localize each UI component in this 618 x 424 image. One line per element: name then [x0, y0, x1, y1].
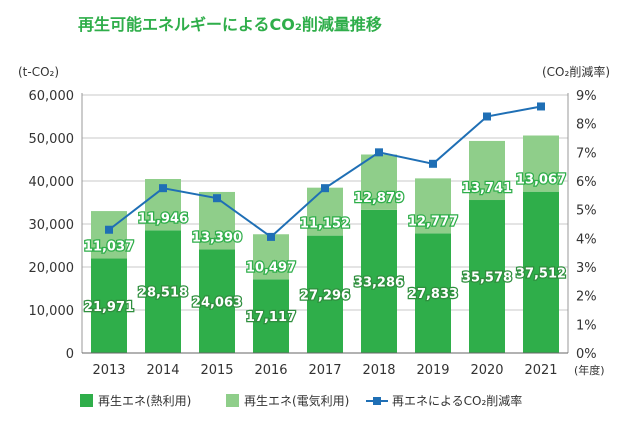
bar-electric	[523, 135, 559, 192]
bar-heat	[91, 258, 127, 353]
reduction-rate-point	[267, 232, 275, 241]
legend-swatch	[226, 394, 239, 407]
right-tick-label: 8%	[576, 118, 597, 133]
legend-label: 再生エネ(電気利用)	[244, 393, 349, 408]
left-tick-label: 0	[66, 347, 74, 362]
right-tick-label: 5%	[576, 204, 597, 219]
x-tick-label: 2014	[146, 363, 179, 378]
bar-electric	[253, 234, 289, 280]
reduction-rate-point	[537, 102, 545, 111]
left-tick-label: 60,000	[29, 89, 75, 104]
legend-label: 再生エネ(熱利用)	[98, 394, 191, 408]
x-tick-label: 2019	[416, 363, 449, 378]
bar-value-label: 11,946	[138, 211, 188, 226]
left-tick-label: 50,000	[29, 132, 75, 147]
x-axis-unit: (年度)	[574, 363, 605, 377]
bar-value-label: 13,390	[192, 231, 242, 246]
bar-value-label: 11,037	[84, 240, 134, 255]
left-tick-label: 20,000	[29, 261, 75, 276]
bar-value-label: 10,497	[246, 260, 296, 275]
reduction-rate-point	[375, 148, 383, 157]
x-tick-label: 2020	[470, 363, 503, 378]
x-tick-label: 2015	[200, 363, 233, 378]
reduction-rate-point	[213, 194, 221, 203]
left-tick-label: 40,000	[29, 175, 75, 190]
bar-value-label: 28,518	[138, 286, 188, 301]
chart-title: 再生可能エネルギーによるCO₂削減量推移	[78, 15, 382, 34]
right-tick-label: 4%	[576, 232, 597, 247]
bar-electric	[361, 154, 397, 210]
reduction-rate-point	[483, 112, 491, 121]
bar-heat	[469, 200, 505, 353]
bar-value-label: 13,741	[462, 181, 512, 196]
right-tick-label: 2%	[576, 290, 597, 305]
x-tick-label: 2021	[524, 363, 557, 378]
right-tick-label: 1%	[576, 318, 597, 333]
bar-value-label: 35,578	[462, 271, 512, 286]
reduction-rate-point	[321, 184, 329, 193]
axes-layer: 0 10,000 20,000 30,000 40,000 50,000 60,000 0% 1…	[29, 89, 597, 378]
legend-label: 再エネによるCO₂削減率	[392, 393, 522, 408]
bar-value-label: 24,063	[192, 295, 242, 310]
bar-heat	[361, 209, 397, 353]
bar-heat	[145, 230, 181, 353]
reduction-rate-point	[105, 225, 113, 234]
legend: 再生エネ(熱利用) 再生エネ(電気利用) 再エネによるCO₂削減率	[80, 393, 522, 408]
x-tick-label: 2017	[308, 363, 341, 378]
bars-layer	[91, 135, 559, 353]
left-tick-label: 30,000	[29, 218, 75, 233]
bar-value-label: 11,152	[300, 217, 350, 232]
bar-value-label: 12,777	[408, 214, 458, 229]
reduction-rate-point	[429, 159, 437, 168]
right-tick-label: 6%	[576, 175, 597, 190]
left-tick-label: 10,000	[29, 304, 75, 319]
right-tick-label: 3%	[576, 261, 597, 276]
bar-electric	[91, 211, 127, 259]
bar-electric	[469, 140, 505, 201]
bar-heat	[199, 249, 235, 353]
bar-value-label: 27,833	[408, 287, 458, 302]
bar-value-label: 13,067	[516, 173, 566, 188]
x-tick-label: 2013	[92, 363, 125, 378]
reduction-rate-point	[159, 184, 167, 193]
bar-electric	[307, 187, 343, 236]
x-tick-label: 2016	[254, 363, 287, 378]
bar-value-label: 12,879	[354, 191, 404, 206]
bar-value-label: 33,286	[354, 275, 404, 290]
bar-heat	[523, 191, 559, 353]
labels-layer: 21,971 11,037 28,518 11,946 24,063 13,390 17,1…	[83, 171, 568, 326]
right-tick-label: 7%	[576, 146, 597, 161]
bar-value-label: 17,117	[246, 310, 296, 325]
right-tick-label: 0%	[576, 347, 597, 362]
bar-value-label: 21,971	[84, 300, 134, 315]
bar-value-label: 27,296	[300, 288, 350, 303]
x-tick-label: 2018	[362, 363, 395, 378]
bar-heat	[415, 233, 451, 353]
bar-electric	[415, 178, 451, 234]
right-tick-label: 9%	[576, 89, 597, 104]
bar-value-label: 37,512	[516, 266, 566, 281]
bar-heat	[253, 279, 289, 353]
legend-marker	[373, 397, 381, 405]
line-layer	[105, 102, 545, 241]
left-axis-unit: (t-CO₂)	[18, 65, 59, 79]
bar-heat	[307, 235, 343, 353]
right-axis-unit: (CO₂削減率)	[542, 64, 610, 79]
legend-swatch	[80, 394, 93, 407]
